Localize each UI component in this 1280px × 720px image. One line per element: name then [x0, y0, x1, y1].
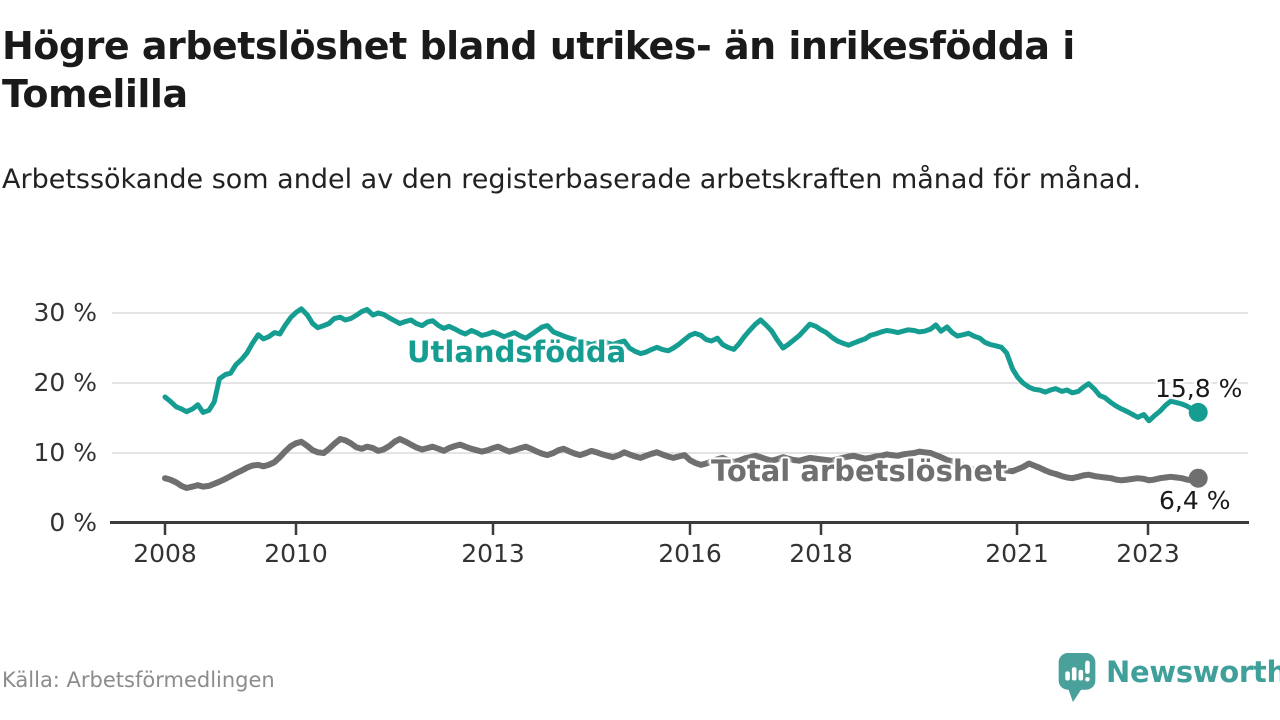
end-value-label-total-unemployment: 6,4 %: [1159, 486, 1231, 515]
brand-name: Newsworthy: [1106, 655, 1280, 689]
foreign-born-line: [162, 306, 1201, 424]
newsworthy-brand: Newsworthy: [1056, 650, 1280, 706]
foreign-born-end-dot: [1188, 402, 1208, 422]
x-tick-label-2018: 2018: [789, 539, 853, 568]
x-tick-label-2008: 2008: [133, 539, 197, 568]
page-subtitle: Arbetssökande som andel av den registerb…: [2, 164, 1142, 195]
y-tick-label-20: 20 %: [33, 368, 97, 397]
x-tick-label-2023: 2023: [1116, 539, 1180, 568]
newsworthy-speech-bubble-bar-chart-icon: [1058, 653, 1096, 702]
x-tick-label-2016: 2016: [658, 539, 722, 568]
x-axis: [110, 521, 1249, 535]
y-tick-label-10: 10 %: [33, 438, 97, 467]
x-tick-label-2010: 2010: [264, 539, 328, 568]
source-credit: Källa: Arbetsförmedlingen: [2, 668, 275, 692]
gridlines: [112, 312, 1248, 454]
y-tick-label-0: 0 %: [49, 508, 97, 537]
x-tick-label-2013: 2013: [461, 539, 525, 568]
end-value-label-foreign-born: 15,8 %: [1155, 374, 1243, 403]
total-unemployment-line: [162, 436, 1202, 491]
total-unemployment-end-dot: [1188, 468, 1208, 488]
series-label-total-unemployment: Total arbetslöshet: [711, 454, 1008, 488]
y-tick-label-30: 30 %: [33, 298, 97, 327]
page-title: Högre arbetslöshet bland utrikes- än inr…: [2, 24, 1075, 116]
series-lines: [162, 306, 1208, 491]
series-label-foreign-born: Utlandsfödda: [407, 335, 627, 369]
x-tick-label-2021: 2021: [985, 539, 1049, 568]
